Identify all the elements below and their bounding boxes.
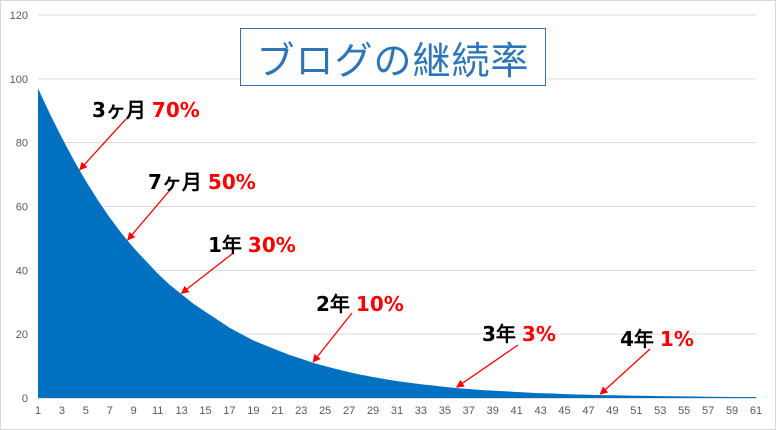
x-axis-ticks: 1 3 5 7 9 11 13 15 17 19 21 23 25 27 29 31 33 35 37 39 41 43 4… — [35, 405, 762, 417]
x-tick-label: 55 — [678, 405, 690, 417]
annotation-label: 4年 1% — [620, 323, 694, 352]
x-tick-label: 53 — [654, 405, 666, 417]
annotation-percent: 3% — [521, 322, 556, 346]
annotation-arrow — [180, 253, 233, 294]
x-tick-label: 27 — [343, 405, 355, 417]
y-tick-label: 0 — [22, 393, 28, 405]
chart-title: ブログの継続率 — [256, 38, 530, 83]
annotation-arrow — [599, 348, 651, 395]
x-tick-label: 47 — [582, 405, 594, 417]
x-tick-label: 23 — [295, 405, 307, 417]
annotation-arrow — [79, 118, 127, 171]
annotation-label: 3ヶ月 70% — [92, 94, 200, 123]
annotation-percent: 1% — [659, 327, 694, 351]
chart-title-box: ブログの継続率 — [240, 28, 546, 86]
y-tick-label: 120 — [10, 10, 28, 22]
y-tick-label: 80 — [16, 138, 28, 150]
y-axis-ticks: 0 20 40 60 80 100 120 — [10, 10, 28, 405]
x-tick-label: 51 — [630, 405, 642, 417]
x-tick-label: 21 — [271, 405, 283, 417]
annotation-arrow — [456, 344, 519, 388]
x-tick-label: 59 — [726, 405, 738, 417]
x-tick-label: 61 — [750, 405, 762, 417]
plot-area — [38, 88, 756, 398]
x-tick-label: 1 — [35, 405, 41, 417]
annotation-label: 3年 3% — [482, 318, 556, 347]
x-tick-label: 9 — [131, 405, 137, 417]
x-tick-label: 39 — [487, 405, 499, 417]
x-tick-label: 7 — [107, 405, 113, 417]
x-tick-label: 33 — [415, 405, 427, 417]
x-tick-label: 49 — [606, 405, 618, 417]
annotation-period: 2年 — [316, 292, 350, 316]
annotation-percent: 10% — [355, 292, 404, 316]
x-tick-label: 35 — [439, 405, 451, 417]
annotation-label: 1年 30% — [208, 229, 296, 258]
annotation-percent: 30% — [247, 233, 296, 257]
x-tick-label: 29 — [367, 405, 379, 417]
y-tick-label: 20 — [16, 329, 28, 341]
annotation-period: 7ヶ月 — [148, 170, 202, 194]
annotation-percent: 50% — [207, 170, 256, 194]
x-tick-label: 19 — [247, 405, 259, 417]
y-tick-label: 40 — [16, 265, 28, 277]
x-tick-label: 37 — [463, 405, 475, 417]
x-tick-label: 45 — [558, 405, 570, 417]
annotation-period: 4年 — [620, 327, 654, 351]
x-tick-label: 31 — [391, 405, 403, 417]
x-tick-label: 41 — [511, 405, 523, 417]
x-tick-label: 3 — [59, 405, 65, 417]
annotation-period: 1年 — [208, 233, 242, 257]
data-area — [38, 88, 756, 398]
x-tick-label: 57 — [702, 405, 714, 417]
y-tick-label: 60 — [16, 202, 28, 214]
x-tick-label: 43 — [534, 405, 546, 417]
annotation-arrow — [312, 312, 353, 363]
annotation-label: 2年 10% — [316, 288, 404, 317]
x-tick-label: 5 — [83, 405, 89, 417]
x-tick-label: 11 — [152, 405, 163, 417]
annotation-arrow — [127, 189, 171, 241]
x-tick-label: 25 — [319, 405, 331, 417]
annotation-period: 3ヶ月 — [92, 98, 146, 122]
annotation-percent: 70% — [151, 98, 200, 122]
x-tick-label: 15 — [199, 405, 211, 417]
x-tick-label: 13 — [175, 405, 187, 417]
y-tick-label: 100 — [10, 74, 28, 86]
annotation-arrows — [79, 118, 651, 395]
annotation-label: 7ヶ月 50% — [148, 166, 256, 195]
x-tick-label: 17 — [223, 405, 235, 417]
annotation-period: 3年 — [482, 322, 516, 346]
